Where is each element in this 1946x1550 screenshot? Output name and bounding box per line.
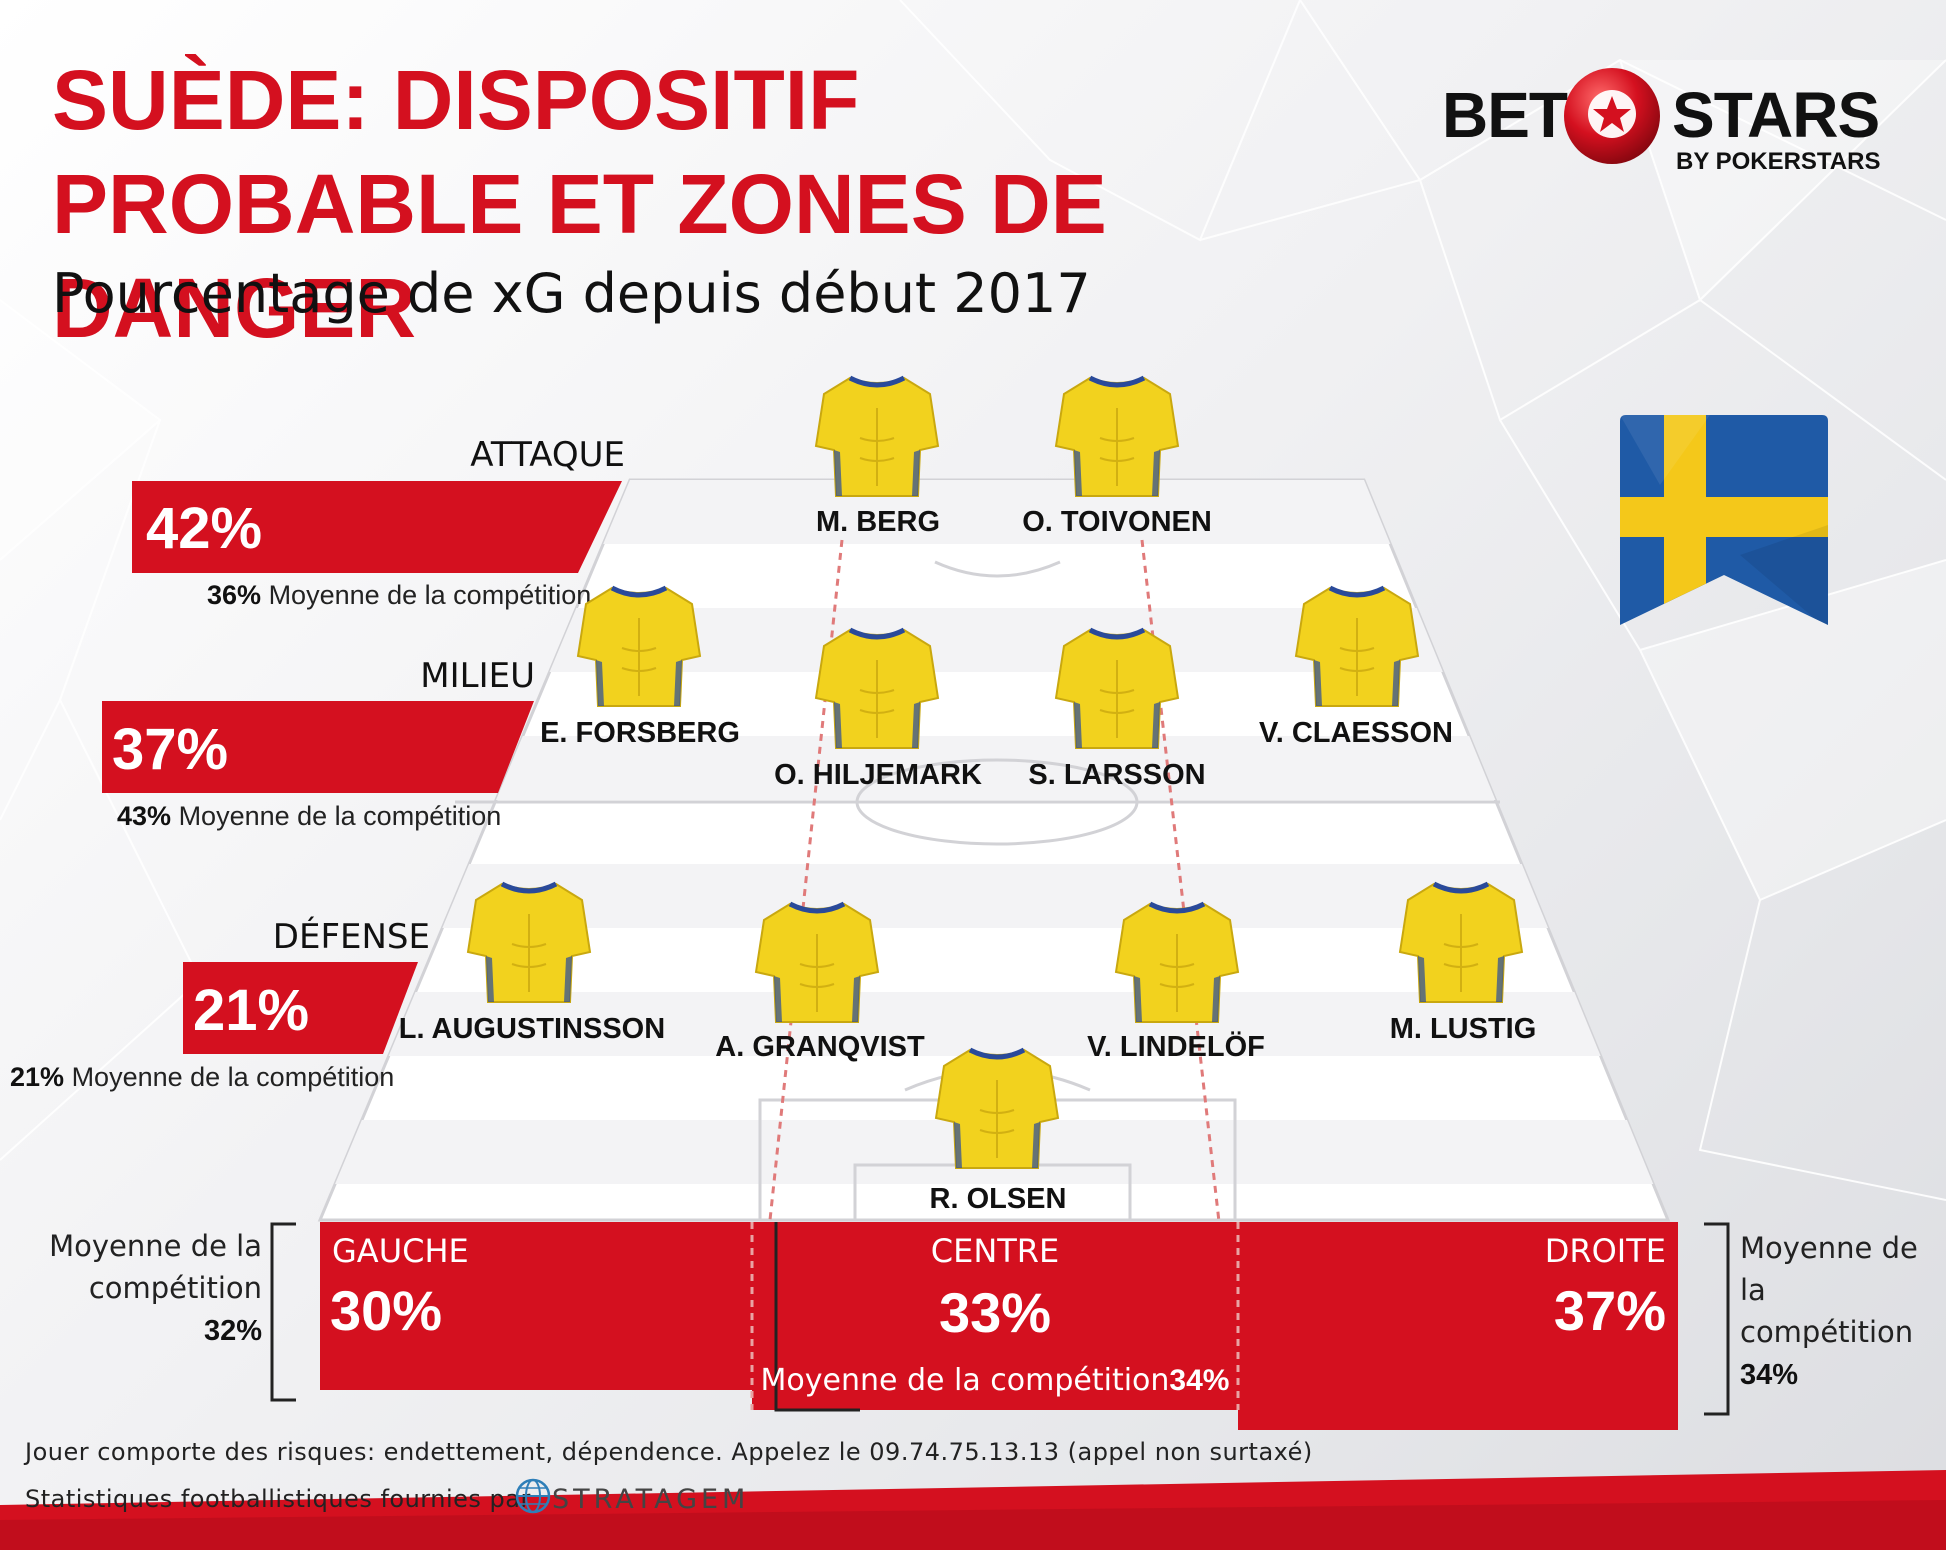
shirt-icon (1396, 874, 1526, 1006)
shirt-icon (752, 894, 882, 1026)
line-label-midfield: MILIEU (420, 656, 535, 696)
stats-credit: Statistiques footballistiques fournies p… (25, 1485, 531, 1513)
defence-average: 21% Moyenne de la compétition (10, 1062, 394, 1093)
defence-bar (183, 962, 418, 1054)
shirt-icon (464, 874, 594, 1006)
zone-right-value: 37% (1553, 1279, 1666, 1342)
zone-left-value: 30% (330, 1279, 443, 1342)
midfield-bar (102, 701, 534, 793)
logo-bet-text: BET (1442, 79, 1568, 151)
shirt-icon (1052, 620, 1182, 752)
player-name: L. AUGUSTINSSON (398, 1013, 666, 1045)
attack-average-value: 36% (207, 580, 262, 610)
zone-divider-lines (750, 1222, 1240, 1412)
midfield-average: 43% Moyenne de la compétition (117, 801, 501, 832)
player-name: R. OLSEN (929, 1183, 1067, 1215)
zone-right-average-value: 34% (1740, 1359, 1799, 1391)
zone-right-average-line1: Moyenne de la (1740, 1231, 1918, 1307)
player-name: V. CLAESSON (1259, 717, 1453, 749)
player-name: O. HILJEMARK (774, 759, 982, 791)
line-label-defence: DÉFENSE (272, 917, 430, 957)
logo-stars-text: STARS (1672, 79, 1880, 151)
midfield-average-text: Moyenne de la compétition (178, 801, 502, 831)
shirt-icon (1292, 578, 1422, 710)
shirt-icon (812, 368, 942, 500)
player-name: S. LARSSON (1028, 759, 1206, 791)
title-line-2: PROBABLE ET ZONES DE DANGER (52, 157, 1107, 355)
zone-left-label: GAUCHE (332, 1232, 469, 1270)
defence-average-value: 21% (10, 1062, 65, 1092)
stratagem-logo-text: STRATAGEM (552, 1484, 750, 1515)
logo-by-text: BY POKERSTARS (1676, 148, 1881, 175)
shirt-icon (1112, 894, 1242, 1026)
zone-left-box (320, 1222, 752, 1390)
midfield-average-value: 43% (117, 801, 172, 831)
page-title: SUÈDE: DISPOSITIF PROBABLE ET ZONES DE D… (52, 48, 1452, 360)
attack-value: 42% (146, 496, 263, 561)
zone-right-average: Moyenne de la compétition 34% (1740, 1227, 1940, 1396)
zone-left-average: Moyenne de la compétition 32% (40, 1225, 262, 1352)
player-name: M. LUSTIG (1389, 1013, 1537, 1045)
shirt-icon (812, 620, 942, 752)
attack-bar (132, 481, 622, 573)
zone-center-average-value: 34% (1169, 1364, 1230, 1397)
zone-right-box (1238, 1222, 1678, 1430)
defence-value: 21% (193, 978, 310, 1043)
player-name: V. LINDELÖF (1087, 1031, 1265, 1063)
betstars-ball-logo-icon (1564, 68, 1660, 164)
globe-icon (515, 1478, 551, 1514)
sweden-flag-icon (1620, 415, 1828, 625)
line-label-attack: ATTAQUE (470, 435, 625, 475)
zone-center-box (752, 1222, 1238, 1410)
player-name: O. TOIVONEN (1022, 506, 1212, 538)
page-subtitle: Pourcentage de xG depuis début 2017 (52, 262, 1091, 325)
zone-center-label: CENTRE (930, 1232, 1060, 1270)
zone-left-average-line2: compétition (88, 1271, 262, 1305)
player-name: A. GRANQVIST (715, 1031, 925, 1063)
player-name: M. BERG (815, 506, 941, 538)
gambling-disclaimer: Jouer comporte des risques: endettement,… (25, 1438, 1313, 1466)
zone-center-value: 33% (938, 1281, 1052, 1344)
shirt-icon (574, 578, 704, 710)
title-line-1: SUÈDE: DISPOSITIF (52, 53, 860, 147)
zone-left-average-value: 32% (203, 1315, 262, 1347)
zone-left-average-line1: Moyenne de la (49, 1229, 262, 1263)
attack-average-text: Moyenne de la compétition (268, 580, 592, 610)
zone-right-label: DROITE (1544, 1232, 1666, 1270)
midfield-value: 37% (112, 717, 229, 782)
left-bracket (270, 1222, 296, 1402)
player-name: E. FORSBERG (540, 717, 740, 749)
zone-center-average-text: Moyenne de la compétition (760, 1363, 1170, 1398)
shirt-icon (1052, 368, 1182, 500)
right-bracket (1704, 1222, 1730, 1416)
defence-average-text: Moyenne de la compétition (71, 1062, 395, 1092)
zone-right-average-line2: compétition (1740, 1315, 1914, 1349)
attack-average: 36% Moyenne de la compétition (207, 580, 591, 611)
zone-center-average: Moyenne de la compétition34% (752, 1363, 1238, 1398)
